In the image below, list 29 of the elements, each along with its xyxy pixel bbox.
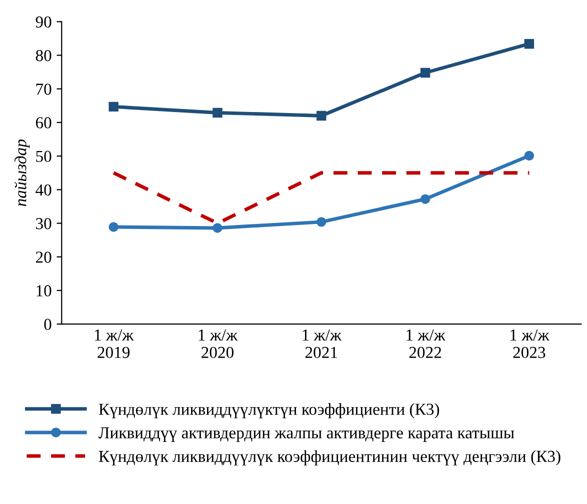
x-tick-label: 1 ж/ж 2019 — [94, 329, 134, 358]
y-tick-label: 60 — [36, 117, 52, 128]
x-tick-label: 1 ж/ж 2023 — [510, 329, 550, 358]
point — [420, 68, 430, 78]
x-tick-label: 1 ж/ж 2020 — [198, 329, 238, 358]
point — [316, 217, 326, 227]
point — [524, 150, 534, 161]
point — [108, 222, 118, 232]
legend-label: Күндөлүк ликвиддүүлүк коэффициентинин чектүү деңгээли (К3) — [98, 450, 560, 466]
point — [212, 223, 222, 233]
y-tick-label: 40 — [36, 184, 52, 196]
y-tick-label: 90 — [36, 16, 52, 28]
point — [108, 102, 118, 112]
legend-label: Күндөлүк ликвиддүүлүктүн коэффициенти (К3) — [98, 403, 440, 418]
legend-label: Ликвиддүү активдердин жалпы активдерге карата катышы — [98, 427, 514, 442]
point — [420, 194, 430, 204]
y-tick-label: 30 — [36, 218, 52, 230]
y-tick-label: 0 — [44, 318, 52, 330]
y-tick-label: 10 — [36, 285, 52, 296]
y-axis-title: пайыздар — [14, 140, 30, 206]
point — [316, 110, 326, 121]
y-tick-label: 70 — [36, 84, 52, 95]
point — [212, 108, 222, 118]
y-tick-label: 50 — [36, 150, 52, 162]
point — [524, 38, 534, 49]
y-tick-label: 80 — [36, 50, 52, 62]
x-tick-label: 1 ж/ж 2021 — [302, 329, 342, 358]
y-tick-label: 20 — [36, 252, 52, 263]
x-tick-label: 1 ж/ж 2022 — [406, 329, 446, 358]
